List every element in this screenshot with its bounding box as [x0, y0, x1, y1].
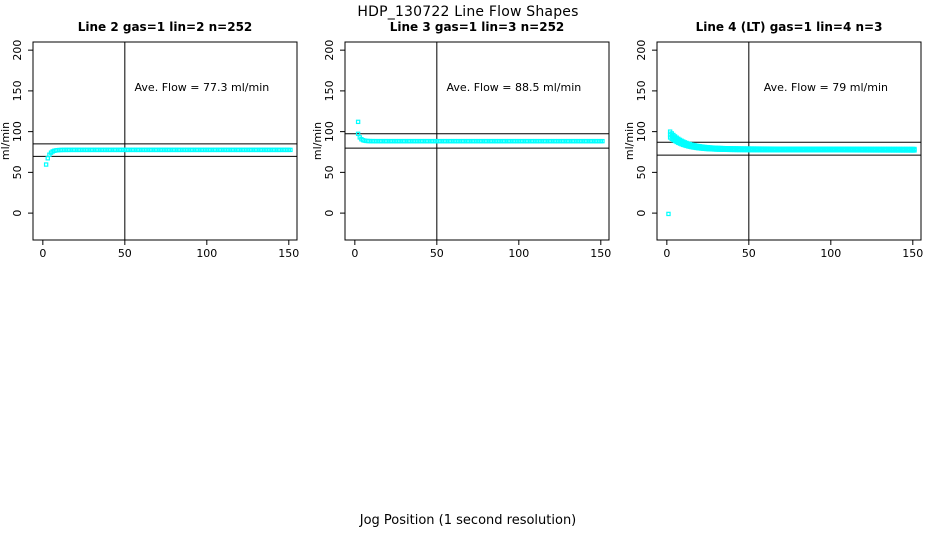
plot-frame [344, 41, 610, 241]
x-tick-label: 0 [663, 247, 670, 260]
y-tick-label: 50 [323, 165, 336, 179]
data-point [912, 146, 917, 152]
y-tick-label: 150 [11, 80, 24, 101]
x-tick-label: 100 [820, 247, 841, 260]
panel-2-plot: Line 3 gas=1 lin=3 n=252 0 50 100 150 0 50 100 1… [311, 20, 611, 260]
panel-1-plot: Line 2 gas=1 lin=2 n=252 0 50 100 150 0 50 100 1… [0, 20, 299, 260]
y-tick-label: 0 [635, 210, 648, 217]
y-axis-label: ml/min [312, 122, 324, 160]
panel-2: Line 3 gas=1 lin=3 n=252 0 50 100 150 0 50 100 1… [311, 20, 624, 270]
y-tick-label: 100 [323, 121, 336, 142]
y-tick-label: 0 [323, 210, 336, 217]
y-axis-label: ml/min [624, 122, 636, 160]
y-axis-label: ml/min [0, 122, 12, 160]
x-axis-outer-label: Jog Position (1 second resolution) [359, 513, 577, 528]
x-tick-label: 150 [902, 247, 923, 260]
panel-title: Line 3 gas=1 lin=3 n=252 [390, 20, 565, 34]
y-tick-label: 200 [11, 40, 24, 61]
data-point [45, 156, 50, 161]
x-tick-label: 150 [278, 247, 299, 260]
outlier-point [355, 119, 361, 125]
x-tick-label: 50 [742, 247, 756, 260]
data-point [288, 147, 293, 153]
ave-flow-annotation: Ave. Flow = 79 ml/min [764, 81, 888, 94]
panel-title: Line 4 (LT) gas=1 lin=4 n=3 [696, 20, 883, 34]
plot-frame [656, 41, 922, 241]
x-tick-label: 100 [508, 247, 529, 260]
plot-frame [32, 41, 298, 241]
y-tick-label: 100 [11, 121, 24, 142]
panel-3: Line 4 (LT) gas=1 lin=4 n=3 0 50 100 150 0 50 1… [623, 20, 936, 270]
x-tick-label: 0 [39, 247, 46, 260]
y-tick-label: 50 [11, 165, 24, 179]
y-tick-label: 200 [323, 40, 336, 61]
x-tick-label: 50 [118, 247, 132, 260]
ave-flow-annotation: Ave. Flow = 77.3 ml/min [135, 81, 270, 94]
data-point [43, 162, 49, 167]
y-tick-label: 200 [635, 40, 648, 61]
panel-title: Line 2 gas=1 lin=2 n=252 [78, 20, 253, 34]
y-tick-label: 100 [635, 121, 648, 142]
outlier-point [666, 211, 671, 217]
panel-1: Line 2 gas=1 lin=2 n=252 0 50 100 150 0 50 100 1… [0, 20, 312, 270]
y-tick-label: 0 [11, 210, 24, 217]
panel-3-plot: Line 4 (LT) gas=1 lin=4 n=3 0 50 100 150 0 50 1… [623, 20, 923, 260]
figure-title: HDP_130722 Line Flow Shapes [357, 4, 579, 20]
y-tick-label: 150 [323, 80, 336, 101]
y-tick-label: 50 [635, 165, 648, 179]
x-tick-label: 150 [590, 247, 611, 260]
x-tick-label: 50 [430, 247, 444, 260]
x-tick-label: 0 [351, 247, 358, 260]
panels-container: Line 2 gas=1 lin=2 n=252 0 50 100 150 0 50 100 1… [0, 20, 936, 270]
x-tick-label: 100 [196, 247, 217, 260]
data-point [600, 138, 605, 144]
ave-flow-annotation: Ave. Flow = 88.5 ml/min [447, 81, 582, 94]
y-tick-label: 150 [635, 80, 648, 101]
